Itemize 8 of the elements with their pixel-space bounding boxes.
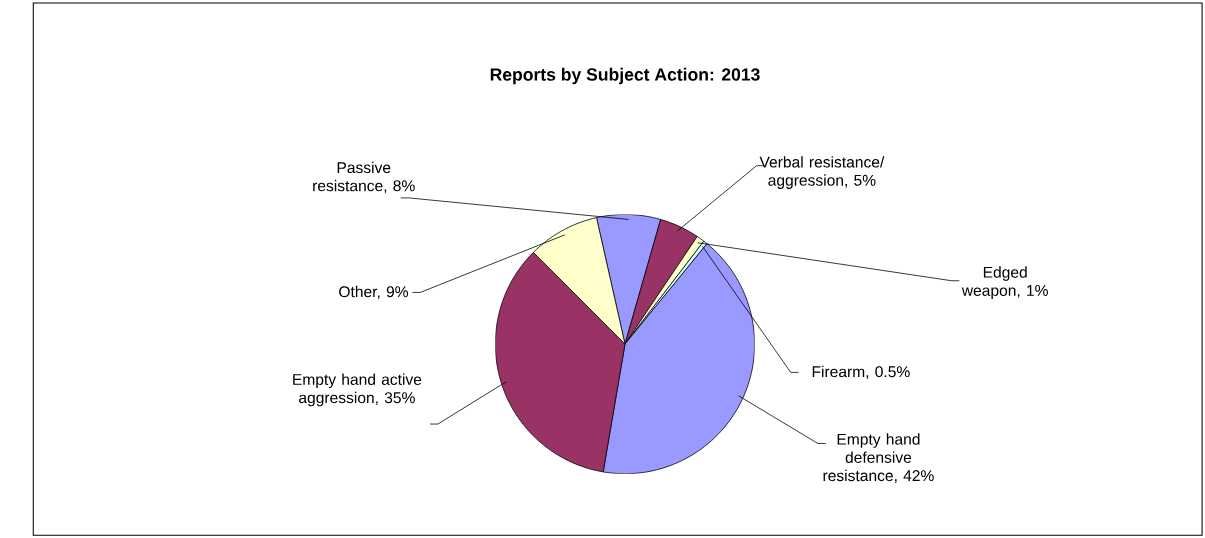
slice-label: Empty hand active aggression, 35%: [293, 373, 422, 407]
chart-title: Reports by Subject Action: 2013: [490, 67, 760, 85]
slice-label: Empty hand defensive resistance, 42%: [823, 433, 934, 483]
slice-label: Edged weapon, 1%: [961, 266, 1048, 300]
slice-label: Firearm, 0.5%: [812, 365, 910, 379]
slice-label: Verbal resistance/ aggression, 5%: [759, 156, 885, 189]
slice-label: Passive resistance, 8%: [313, 161, 415, 194]
slice-label: Other, 9%: [339, 285, 409, 300]
